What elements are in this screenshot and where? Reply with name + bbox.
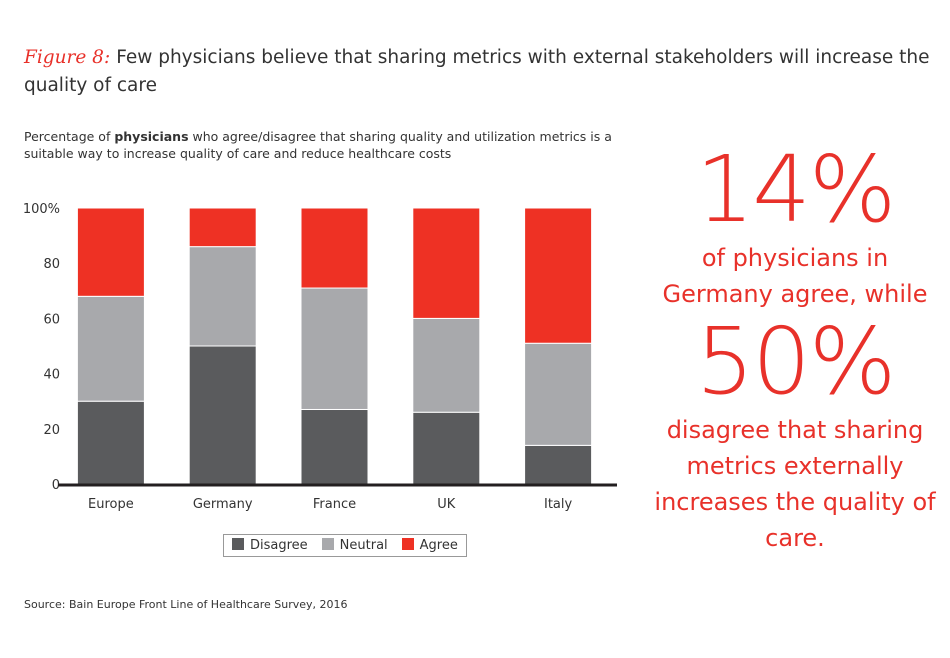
subtitle-part: who agree/disagree that sharing quality … [24, 129, 612, 161]
legend-item-neutral: Neutral [321, 538, 388, 553]
bar-segment-disagree [188, 345, 257, 485]
y-tick-label: 80 [43, 257, 60, 272]
callout: 14% of physicians in Germany agree, whil… [650, 140, 940, 556]
legend-label: Agree [419, 538, 458, 553]
bar-segment-disagree [300, 408, 369, 485]
y-tick-label: 100% [23, 202, 60, 217]
subtitle-bold: physicians [114, 129, 189, 144]
bar-segment-disagree [76, 400, 145, 485]
bar-segment-neutral [524, 342, 593, 446]
bar-segment-agree [412, 207, 481, 319]
y-tick-label: 40 [43, 368, 60, 383]
y-tick-label: 20 [43, 423, 60, 438]
callout-text-2: disagree that sharing metrics externally… [654, 416, 936, 552]
bar-segment-disagree [524, 444, 593, 485]
figure-label: Figure 8: [24, 47, 111, 68]
callout-stat-agree: 14% [695, 136, 896, 243]
bar-segment-neutral [76, 295, 145, 402]
bar-segment-neutral [300, 287, 369, 410]
bar-segment-disagree [412, 411, 481, 485]
figure-title: Figure 8: Few physicians believe that sha… [24, 44, 934, 100]
bar-segment-agree [300, 207, 369, 289]
legend: Disagree Neutral Agree [223, 534, 467, 557]
bar-segment-neutral [412, 317, 481, 413]
y-tick-label: 60 [43, 312, 60, 327]
x-tick-label: UK [437, 497, 456, 512]
x-tick-label: Germany [193, 497, 253, 512]
bar-segment-agree [188, 207, 257, 248]
x-tick-label: France [313, 497, 356, 512]
bar-segment-neutral [188, 246, 257, 347]
callout-text-1: of physicians in Germany agree, while [662, 244, 928, 308]
x-tick-label: Italy [544, 497, 573, 512]
legend-item-agree: Agree [401, 538, 458, 553]
bar-segment-agree [76, 207, 145, 297]
x-tick-label: Europe [88, 497, 134, 512]
legend-swatch [401, 538, 414, 550]
legend-swatch [232, 538, 244, 550]
legend-label: Neutral [339, 538, 388, 553]
y-tick-label: 0 [52, 478, 60, 493]
subtitle-part: Percentage of [24, 129, 115, 144]
bar-segment-agree [524, 207, 593, 344]
legend-item-disagree: Disagree [232, 538, 308, 553]
chart-subtitle: Percentage of physicians who agree/disag… [24, 128, 624, 162]
legend-swatch [321, 538, 334, 550]
callout-stat-disagree: 50% [695, 308, 896, 415]
legend-label: Disagree [250, 538, 308, 553]
source-note: Source: Bain Europe Front Line of Health… [24, 598, 348, 611]
title-text: Few physicians believe that sharing metr… [24, 47, 930, 96]
